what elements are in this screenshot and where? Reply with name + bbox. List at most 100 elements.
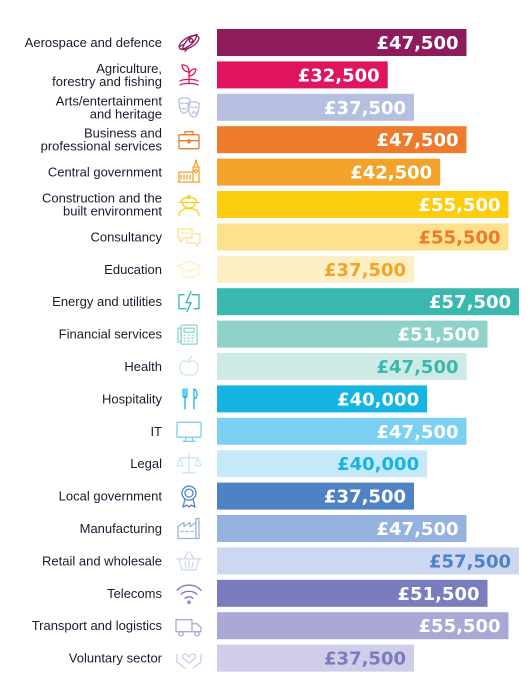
bar: [217, 288, 519, 316]
bar: [217, 255, 414, 283]
bar: [217, 158, 441, 186]
category-label-line: Central government: [48, 165, 163, 180]
category-label-line: Arts/entertainment: [56, 93, 163, 108]
value-label: £37,500: [324, 649, 406, 670]
bar: [217, 126, 467, 154]
category-label: Education: [104, 262, 162, 277]
bar: [217, 515, 467, 542]
truck-icon: [175, 619, 202, 637]
value-label: £42,500: [350, 163, 432, 184]
category-label-line: built environment: [63, 204, 162, 219]
hard-hat-worker-icon: [178, 194, 200, 217]
category-label: Hospitality: [102, 391, 162, 406]
bar: [217, 29, 467, 56]
category-label: Voluntary sector: [69, 651, 163, 666]
category-label: Financial services: [59, 327, 163, 342]
category-label-line: Retail and wholesale: [42, 553, 162, 568]
category-label-line: Legal: [130, 456, 162, 471]
bar: [217, 417, 467, 445]
rosette-icon: [181, 485, 197, 508]
category-label-line: Consultancy: [90, 229, 162, 244]
category-label: Transport and logistics: [32, 618, 163, 633]
monitor-icon: [176, 421, 202, 442]
bar: [217, 385, 428, 413]
category-label-line: Aerospace and defence: [25, 35, 162, 50]
category-label-line: Energy and utilities: [52, 294, 162, 309]
category-label: IT: [150, 424, 162, 439]
category-label-line: Business and: [84, 126, 162, 141]
value-label: £40,000: [337, 454, 419, 475]
value-label: £47,500: [377, 357, 459, 378]
value-label: £47,500: [377, 519, 459, 540]
category-label-line: Agriculture,: [96, 61, 162, 76]
category-label-line: forestry and fishing: [52, 74, 162, 89]
category-label: Aerospace and defence: [25, 35, 162, 50]
category-label-line: Local government: [59, 489, 163, 504]
heart-hands-icon: [176, 653, 202, 669]
apple-icon: [179, 355, 199, 376]
energy-plug-icon: [178, 291, 200, 313]
value-label: £37,500: [324, 487, 406, 508]
category-label: Business and professional services: [41, 126, 163, 154]
category-label: Telecoms: [107, 586, 162, 601]
briefcase-icon: [178, 131, 200, 150]
category-label-line: Voluntary sector: [69, 651, 163, 666]
category-label-line: Hospitality: [102, 391, 162, 406]
category-label: Agriculture, forestry and fishing: [52, 61, 162, 89]
value-label: £51,500: [398, 584, 480, 605]
bar: [217, 579, 488, 607]
category-label-line: Construction and the: [42, 191, 162, 206]
government-building-icon: [177, 159, 201, 183]
graduation-cap-icon: [176, 260, 202, 279]
bar: [217, 547, 519, 575]
value-label: £37,500: [324, 98, 406, 119]
category-label-line: and heritage: [90, 106, 162, 121]
category-label: Consultancy: [90, 229, 162, 244]
category-label-line: Manufacturing: [80, 521, 162, 536]
category-label: Arts/entertainment and heritage: [56, 93, 163, 121]
value-label: £55,500: [419, 616, 501, 637]
category-label-line: Education: [104, 262, 162, 277]
cutlery-icon: [182, 388, 198, 410]
category-label-line: Transport and logistics: [32, 618, 163, 633]
category-label: Legal: [130, 456, 162, 471]
category-label: Local government: [59, 489, 163, 504]
category-label-line: professional services: [41, 139, 163, 154]
calculator-icon: [177, 324, 198, 345]
bar: [217, 320, 488, 348]
category-label: Construction and the built environment: [42, 191, 162, 219]
bar: [217, 61, 388, 89]
scales-icon: [176, 453, 202, 474]
plant-icon: [179, 64, 199, 86]
category-label: Retail and wholesale: [42, 553, 162, 568]
bar: [217, 353, 467, 380]
speech-bubbles-icon: [177, 228, 201, 247]
value-label: £55,500: [419, 227, 501, 248]
wifi-icon: [176, 584, 202, 605]
bar: [217, 191, 509, 218]
category-label-line: Telecoms: [107, 586, 162, 601]
shopping-basket-icon: [176, 551, 202, 571]
bar: [217, 450, 428, 478]
category-label: Manufacturing: [80, 521, 162, 536]
bar: [217, 482, 414, 510]
category-label: Energy and utilities: [52, 294, 162, 309]
category-label: Central government: [48, 165, 163, 180]
value-label: £47,500: [377, 33, 459, 54]
bar: [217, 93, 414, 121]
category-label: Health: [124, 359, 162, 374]
bar: [217, 223, 509, 251]
theatre-masks-icon: [178, 97, 200, 118]
value-label: £51,500: [398, 325, 480, 346]
value-label: £47,500: [377, 422, 459, 443]
value-label: £32,500: [298, 65, 380, 86]
category-label-line: IT: [150, 424, 162, 439]
factory-icon: [177, 517, 200, 540]
value-label: £47,500: [377, 130, 459, 151]
value-label: £40,000: [337, 389, 419, 410]
rocket-icon: [178, 33, 200, 53]
value-label: £57,500: [429, 551, 511, 572]
bar: [217, 644, 414, 672]
bar: [217, 612, 509, 640]
